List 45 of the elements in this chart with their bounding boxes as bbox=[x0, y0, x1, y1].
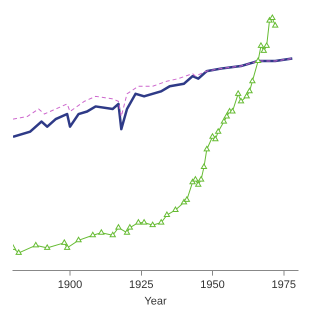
point bbox=[141, 219, 148, 225]
point bbox=[269, 14, 276, 20]
point bbox=[212, 136, 218, 142]
point bbox=[172, 206, 179, 212]
point bbox=[126, 224, 133, 230]
point bbox=[32, 242, 39, 248]
point bbox=[238, 98, 244, 104]
point bbox=[158, 219, 164, 225]
x-tick-label: 1900 bbox=[58, 279, 82, 292]
point bbox=[229, 108, 236, 114]
point bbox=[192, 176, 198, 182]
point bbox=[110, 232, 116, 238]
point bbox=[215, 128, 222, 134]
x-tick-label: 1950 bbox=[200, 279, 225, 292]
point bbox=[61, 239, 68, 245]
x-axis-title: Year bbox=[144, 295, 167, 308]
point bbox=[164, 212, 170, 218]
point bbox=[75, 236, 82, 242]
point bbox=[64, 244, 70, 250]
point bbox=[195, 181, 202, 187]
point bbox=[90, 232, 96, 238]
point bbox=[44, 244, 50, 250]
point bbox=[260, 47, 267, 53]
point bbox=[244, 92, 250, 98]
point bbox=[200, 164, 208, 170]
point bbox=[150, 222, 156, 228]
point bbox=[115, 224, 122, 230]
point bbox=[135, 219, 142, 225]
point bbox=[198, 176, 204, 182]
x-tick-label: 1975 bbox=[272, 279, 296, 292]
point bbox=[264, 42, 270, 48]
point bbox=[255, 57, 262, 63]
point bbox=[235, 90, 242, 96]
point bbox=[220, 118, 227, 124]
point bbox=[246, 88, 253, 94]
point bbox=[204, 146, 210, 152]
point bbox=[184, 196, 190, 202]
point bbox=[16, 249, 22, 255]
point bbox=[258, 42, 264, 48]
point bbox=[98, 229, 104, 235]
point bbox=[272, 22, 278, 28]
point bbox=[124, 229, 130, 235]
x-tick-label: 1925 bbox=[129, 279, 154, 292]
point bbox=[224, 113, 230, 119]
point bbox=[249, 78, 256, 84]
